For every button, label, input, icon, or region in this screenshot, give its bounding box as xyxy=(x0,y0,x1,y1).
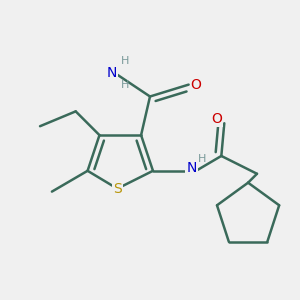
Text: O: O xyxy=(212,112,222,126)
Text: N: N xyxy=(106,66,116,80)
Text: H: H xyxy=(198,154,206,164)
Text: H: H xyxy=(121,80,129,90)
Text: H: H xyxy=(121,56,129,66)
Text: O: O xyxy=(190,78,202,92)
Text: S: S xyxy=(113,182,122,196)
Text: N: N xyxy=(186,161,197,175)
